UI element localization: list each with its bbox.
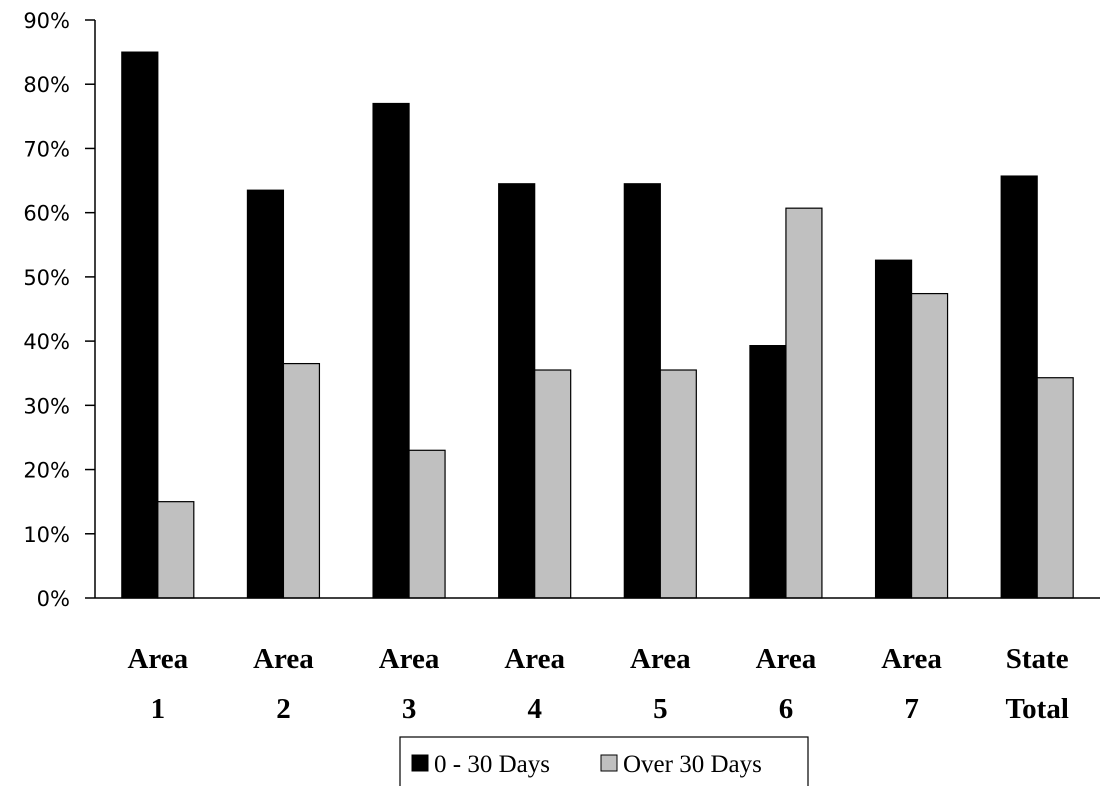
bar-series-1-1 <box>246 189 285 599</box>
bar-series-2-4 <box>659 369 697 599</box>
y-tick-label: 10% <box>23 523 70 547</box>
bar-series-1-0 <box>121 51 159 599</box>
bar-series-2-1 <box>282 362 321 599</box>
bar-series-1-6 <box>874 259 913 599</box>
x-tick-label: Area <box>881 643 942 675</box>
x-tick-label: Area <box>379 643 440 675</box>
x-tick-label: State <box>1006 643 1069 675</box>
y-tick-label: 40% <box>23 330 70 354</box>
x-tick-label: Area <box>253 643 314 675</box>
y-tick-label: 0% <box>37 587 70 611</box>
x-tick-label: Area <box>630 643 691 675</box>
bar-series-1-2 <box>372 102 410 599</box>
y-tick-label: 60% <box>23 202 70 226</box>
x-axis: Area 1 Area 2 Area 3 Area 4 Area 5 Area 6 Area 7 State… <box>95 597 1100 725</box>
bar-series-2-3 <box>534 369 572 599</box>
y-tick-label: 50% <box>23 266 70 290</box>
legend-swatch <box>411 754 429 772</box>
bar-series-1-7 <box>1000 175 1038 599</box>
bar-series-2-6 <box>910 292 949 599</box>
legend-swatch <box>600 754 618 772</box>
bar-series-2-0 <box>157 501 195 599</box>
bar-series-2-7 <box>1036 377 1074 599</box>
x-tick-label: 2 <box>276 693 291 725</box>
x-tick-label: Area <box>127 643 188 675</box>
x-tick-label: Area <box>756 643 817 675</box>
x-tick-label: Total <box>1005 693 1068 725</box>
y-tick-label: 70% <box>23 137 70 161</box>
legend-label: Over 30 Days <box>623 751 762 778</box>
bar-series-1-4 <box>623 183 661 599</box>
x-tick-label: 4 <box>527 693 542 725</box>
bar-series-1-5 <box>749 345 787 599</box>
bars <box>121 51 1074 599</box>
legend-label: 0 - 30 Days <box>434 751 550 778</box>
y-tick-label: 80% <box>23 73 70 97</box>
y-tick-label: 20% <box>23 459 70 483</box>
legend: 0 - 30 Days Over 30 Days <box>399 736 809 786</box>
x-tick-label: 7 <box>904 693 919 725</box>
bar-series-2-5 <box>785 207 823 599</box>
x-tick-label: Area <box>504 643 565 675</box>
x-tick-label: 1 <box>151 693 166 725</box>
x-tick-label: 3 <box>402 693 417 725</box>
y-tick-label: 30% <box>23 394 70 418</box>
bar-series-1-3 <box>498 183 536 599</box>
x-tick-label: 6 <box>779 693 794 725</box>
x-tick-label: 5 <box>653 693 668 725</box>
bar-series-2-2 <box>408 449 446 599</box>
y-axis: 0% 10% 20% 30% 40% 50% 60% 70% 80% 90% <box>23 9 96 611</box>
y-tick-label: 90% <box>23 9 70 33</box>
